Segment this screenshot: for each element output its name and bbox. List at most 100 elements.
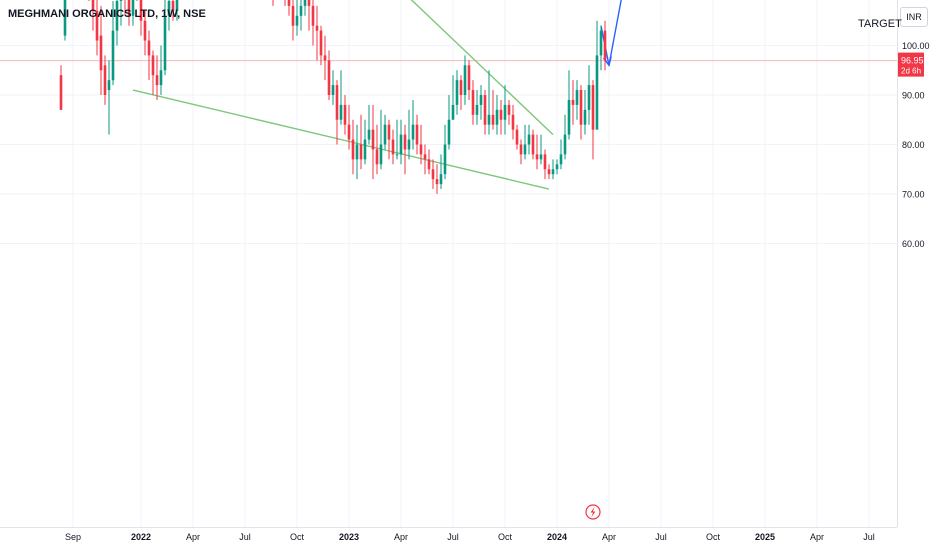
candle-body [419,144,423,155]
candle-body [355,144,359,160]
candle-body [471,90,475,115]
candle-body [443,144,447,175]
trendline-upper [410,0,554,136]
candle-body [315,25,319,31]
candle-body [303,0,307,6]
candle-body [571,99,575,105]
candle-body [415,124,419,145]
misc [585,504,601,520]
candle-body [431,169,435,180]
candle-body [127,0,131,16]
candle-body [527,134,531,145]
time-tick-label: Sep [65,532,81,542]
candle-body [335,85,339,120]
last-price-value: 96.95 [901,56,924,66]
time-tick-label: Oct [290,532,305,542]
candle-body [115,0,119,31]
candle-body [147,40,151,56]
candle-body [343,104,347,125]
grid [0,0,897,527]
time-tick-label: Jul [447,532,459,542]
candle-body [547,169,551,175]
candle-body [407,139,411,150]
time-axis[interactable]: Sep 2022 Apr Jul Oct 2023 Apr Jul Oct 2024 Apr Jul O… [0,527,897,543]
time-tick-label: Jul [863,532,875,542]
price-tick-label: 60.00 [902,239,925,249]
time-tick-label: Apr [394,532,408,542]
price-tick-label: 70.00 [902,190,925,200]
candle-body [563,134,567,155]
candle-body [323,55,327,61]
candle-body [163,15,167,71]
candle-body [559,154,563,165]
candle-body [403,134,407,150]
candle-body [291,5,295,26]
candle-body [143,20,147,41]
candle-body [583,109,587,125]
candle-body [587,85,591,110]
currency-button[interactable]: INR [900,7,928,27]
candle-body [327,60,331,95]
candle-body [423,154,427,160]
candle-body [603,30,607,61]
candle-body [511,114,515,130]
symbol-title[interactable]: MEGHMANI ORGANICS LTD, 1W, NSE [8,8,206,20]
candle-body [359,144,363,160]
candle-body [599,30,603,56]
candle-body [455,80,459,105]
candle-body [331,85,335,95]
time-tick-label: Oct [706,532,721,542]
candle-body [459,80,463,95]
time-tick-label: Apr [810,532,824,542]
candle-body [555,164,559,170]
candle-body [463,65,467,95]
candle-body [311,5,315,26]
candle-body [363,139,367,160]
candle-body [159,70,163,86]
candle-body [299,5,303,16]
candle-body [427,159,431,170]
price-tick-label: 80.00 [902,140,925,150]
candle-body [151,55,155,76]
candle-body [175,0,179,11]
lightning-glyph [590,507,596,517]
candle-body [387,124,391,140]
candle-body [375,149,379,165]
candle-body [595,55,599,130]
candle-body [99,35,103,71]
candle-body [107,80,111,91]
candle-body [495,109,499,125]
trendline-lower [132,89,550,190]
candle-body [519,144,523,155]
candle-body [579,90,583,125]
candle-body [111,30,115,81]
last-price-countdown: 2d 6h [901,67,921,76]
candle-body [155,75,159,86]
candle-body [379,144,383,165]
candle-body [371,129,375,150]
time-tick-label: 2024 [547,532,567,542]
last-price-badge [898,52,924,77]
price-tick-label: 110.00 [902,0,929,2]
time-tick-label: Jul [655,532,667,542]
candle-body [491,114,495,125]
candle-body [591,85,595,130]
candle-body [59,75,63,110]
time-tick-label: Jul [239,532,251,542]
candle-body [439,174,443,185]
price-axis[interactable]: 60.0070.0080.0090.00100.00110.00120.0013… [897,0,930,527]
candle-body [507,104,511,115]
candle-body [139,0,143,21]
candle-body [171,0,175,11]
time-tick-label: 2022 [131,532,151,542]
candle-body [95,10,99,41]
candle-body [543,154,547,170]
candle-body [103,65,107,95]
candle-body [499,109,503,120]
candle-body [467,65,471,91]
price-tick-label: 90.00 [902,91,925,101]
candles [59,0,607,194]
